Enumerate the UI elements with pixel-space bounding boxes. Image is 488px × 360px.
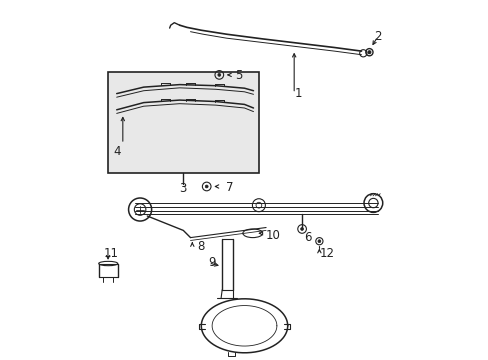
Text: 7: 7 xyxy=(226,181,234,194)
Bar xyxy=(107,72,258,173)
Circle shape xyxy=(218,73,220,76)
Text: 6: 6 xyxy=(303,231,311,244)
Text: 3: 3 xyxy=(179,183,186,195)
Circle shape xyxy=(300,228,303,230)
Circle shape xyxy=(205,185,208,188)
Circle shape xyxy=(367,51,370,54)
Text: 4: 4 xyxy=(113,145,120,158)
Text: 5: 5 xyxy=(235,69,243,82)
Text: 10: 10 xyxy=(265,229,281,242)
Text: 8: 8 xyxy=(197,240,204,253)
Text: 2: 2 xyxy=(373,30,381,42)
Text: 1: 1 xyxy=(294,87,302,100)
Circle shape xyxy=(317,240,320,243)
Text: 12: 12 xyxy=(319,247,334,260)
Text: 9: 9 xyxy=(208,256,216,269)
Text: 11: 11 xyxy=(103,247,119,260)
